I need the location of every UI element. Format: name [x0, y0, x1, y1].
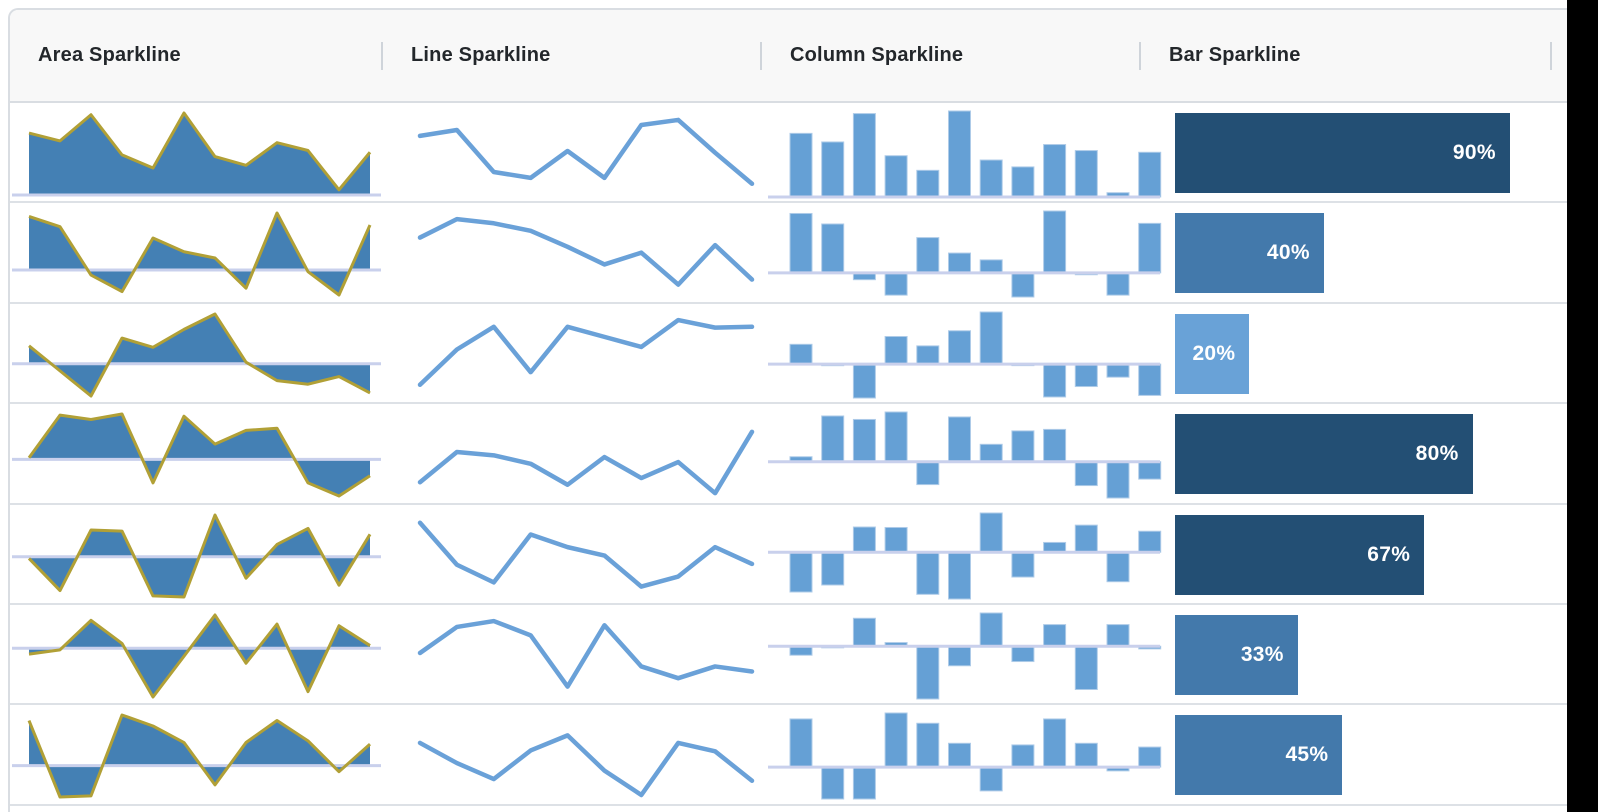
bar-sparkline-bar: 33%: [1175, 614, 1298, 695]
bar-sparkline-bar: 45%: [1175, 715, 1343, 796]
area-sparkline-cell[interactable]: [10, 505, 383, 603]
bar-percentage-label: 90%: [1452, 141, 1496, 164]
table-row: 40%: [10, 203, 1567, 304]
column-header-area-sparkline[interactable]: Area Sparkline: [10, 10, 383, 101]
grid-body: 90% 40% 20%: [10, 103, 1567, 812]
bar-percentage-label: 33%: [1240, 642, 1284, 666]
line-sparkline-cell[interactable]: [383, 103, 762, 201]
line-sparkline-cell[interactable]: [383, 304, 762, 402]
area-sparkline-cell[interactable]: [10, 605, 383, 703]
column-sparkline-cell[interactable]: [762, 103, 1162, 201]
table-row-partial: [10, 805, 1567, 812]
bar-percentage-label: 20%: [1192, 341, 1236, 365]
screen-edge: [1567, 0, 1598, 812]
column-sparkline-cell[interactable]: [762, 505, 1162, 603]
column-header-label: Line Sparkline: [411, 44, 551, 66]
line-sparkline-cell[interactable]: [383, 404, 762, 502]
area-sparkline-cell[interactable]: [10, 705, 383, 803]
table-row: 67%: [10, 504, 1567, 605]
bar-sparkline-cell[interactable]: 90%: [1141, 103, 1552, 201]
column-sparkline-cell[interactable]: [762, 404, 1162, 502]
column-sparkline-cell[interactable]: [762, 705, 1162, 803]
bar-sparkline-bar: 40%: [1175, 213, 1324, 294]
table-row: 33%: [10, 604, 1567, 706]
bar-percentage-label: 40%: [1266, 241, 1310, 265]
bar-sparkline-cell[interactable]: 20%: [1141, 304, 1552, 402]
bar-sparkline-bar: 90%: [1175, 113, 1510, 193]
bar-sparkline-cell[interactable]: 67%: [1141, 505, 1552, 603]
column-header-column-sparkline[interactable]: Column Sparkline: [762, 10, 1141, 101]
bar-sparkline-cell[interactable]: 45%: [1141, 705, 1552, 803]
table-row: 20%: [10, 303, 1567, 405]
table-row: 80%: [10, 404, 1567, 505]
area-sparkline-cell[interactable]: [10, 404, 383, 502]
table-row: 45%: [10, 705, 1567, 806]
bar-percentage-label: 45%: [1285, 743, 1329, 767]
line-sparkline-cell[interactable]: [383, 203, 762, 301]
bar-sparkline-bar: 67%: [1175, 514, 1425, 595]
bar-sparkline-cell[interactable]: 33%: [1141, 605, 1552, 703]
header-separator: [1550, 41, 1552, 70]
grid-header: Area Sparkline Line Sparkline Column Spa…: [10, 10, 1567, 103]
sparklines-grid: Area Sparkline Line Sparkline Column Spa…: [8, 8, 1567, 812]
column-header-label: Bar Sparkline: [1169, 44, 1301, 66]
header-separator: [760, 41, 762, 70]
column-sparkline-cell[interactable]: [762, 304, 1162, 402]
bar-percentage-label: 67%: [1367, 542, 1411, 566]
bar-percentage-label: 80%: [1415, 442, 1459, 466]
bar-sparkline-cell[interactable]: 40%: [1141, 203, 1552, 301]
bar-sparkline-cell[interactable]: 80%: [1141, 404, 1552, 502]
table-row: 90%: [10, 103, 1567, 204]
column-header-line-sparkline[interactable]: Line Sparkline: [383, 10, 762, 101]
column-header-label: Area Sparkline: [38, 44, 181, 66]
header-separator: [381, 41, 383, 70]
bar-sparkline-bar: 80%: [1175, 414, 1473, 495]
column-header-label: Column Sparkline: [790, 44, 964, 66]
area-sparkline-cell[interactable]: [10, 304, 383, 402]
bar-sparkline-bar: 20%: [1175, 313, 1250, 394]
line-sparkline-cell[interactable]: [383, 505, 762, 603]
line-sparkline-cell[interactable]: [383, 605, 762, 703]
area-sparkline-cell[interactable]: [10, 203, 383, 301]
line-sparkline-cell[interactable]: [383, 705, 762, 803]
column-sparkline-cell[interactable]: [762, 203, 1162, 301]
column-header-bar-sparkline[interactable]: Bar Sparkline: [1141, 10, 1552, 101]
header-separator: [1139, 41, 1141, 70]
area-sparkline-cell[interactable]: [10, 103, 383, 201]
column-sparkline-cell[interactable]: [762, 605, 1162, 703]
